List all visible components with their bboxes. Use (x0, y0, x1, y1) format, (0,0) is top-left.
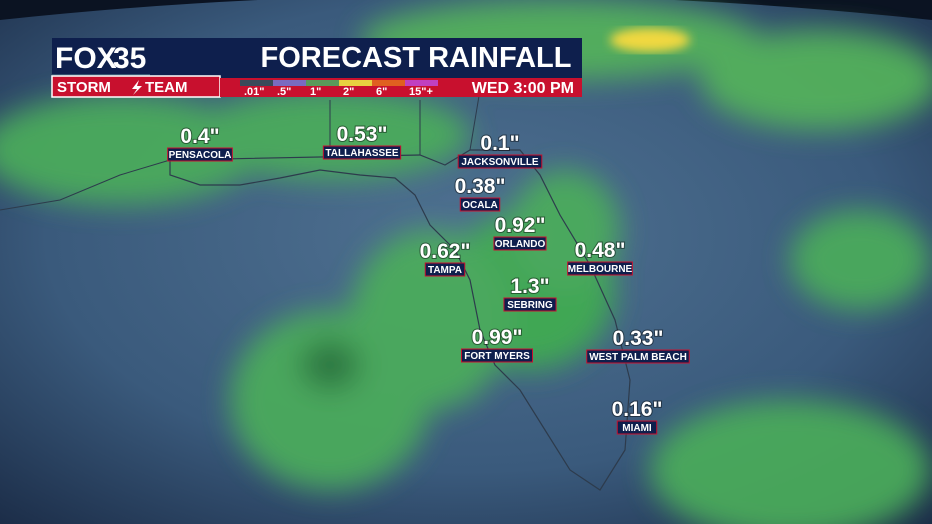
state-borders (0, 89, 481, 211)
city-box (503, 297, 557, 312)
storm-label: STORM (57, 79, 111, 96)
city-label: 0.1" JACKSONVILLE (457, 131, 543, 169)
legend-label: .01" (244, 86, 265, 98)
rain-amount: 0.1" (480, 132, 519, 155)
city-label: 0.33" WEST PALM BEACH (586, 326, 690, 364)
valid-time: WED 3:00 PM (472, 80, 574, 97)
city-box (457, 154, 543, 169)
legend-swatch (306, 80, 339, 86)
legend-label: 2" (343, 86, 354, 98)
logo-box (52, 38, 150, 74)
header: FORECAST RAINFALL FOX 35 STORM TEAM WED … (51, 38, 582, 98)
legend-label: .5" (277, 86, 291, 98)
rain-amount: 0.16" (612, 398, 663, 421)
team-label: TEAM (145, 79, 188, 96)
rain-amount: 0.99" (472, 326, 523, 349)
city-name: PENSACOLA (169, 150, 232, 161)
city-labels: 0.4" PENSACOLA 0.53" TALLAHASSEE 0.1" JACKSON… (167, 122, 690, 435)
space (0, 0, 932, 20)
rain-amount: 0.48" (575, 239, 626, 262)
legend-swatch (273, 80, 306, 86)
logo-number: 35 (113, 42, 146, 75)
city-name: MELBOURNE (568, 264, 633, 275)
title: FORECAST RAINFALL (261, 42, 572, 74)
legend-swatch (339, 80, 372, 86)
city-name: TAMPA (428, 265, 462, 276)
city-label: 0.38" OCALA (454, 174, 506, 212)
city-name: ORLANDO (495, 239, 546, 250)
city-label: 0.99" FORT MYERS (461, 325, 533, 363)
city-box (567, 261, 633, 276)
city-name: JACKSONVILLE (461, 157, 539, 168)
bolt-icon (132, 80, 142, 95)
rain-amount: 0.38" (455, 175, 506, 198)
legend-label: 1" (310, 86, 321, 98)
city-box (586, 349, 690, 364)
city-box (616, 420, 658, 435)
legend-label: 15"+ (409, 86, 433, 98)
city-label: 0.92" ORLANDO (493, 213, 547, 251)
legend-label: 6" (376, 86, 387, 98)
city-label: 0.53" TALLAHASSEE (322, 122, 402, 160)
city-label: 0.16" MIAMI (611, 397, 663, 435)
legend-swatch (405, 80, 438, 86)
city-label: 0.62" TAMPA (419, 239, 471, 277)
logo-fox: FOX (55, 42, 117, 75)
city-label: 0.4" PENSACOLA (167, 124, 233, 162)
city-box (461, 348, 533, 363)
city-name: TALLAHASSEE (325, 148, 398, 159)
city-name: SEBRING (507, 300, 553, 311)
city-box (167, 147, 233, 162)
city-name: WEST PALM BEACH (589, 352, 687, 363)
city-label: 0.48" MELBOURNE (567, 238, 633, 276)
city-label: 1.3" SEBRING (503, 274, 557, 312)
rain-amount: 1.3" (510, 275, 549, 298)
rain-amount: 0.4" (180, 125, 219, 148)
city-name: MIAMI (622, 423, 652, 434)
legend-swatch (372, 80, 405, 86)
city-name: OCALA (462, 200, 498, 211)
city-box (424, 262, 466, 277)
rain-amount: 0.53" (337, 123, 388, 146)
legend-swatch (240, 80, 273, 86)
rain-amount: 0.33" (613, 327, 664, 350)
title-panel (150, 38, 582, 78)
city-box (322, 145, 402, 160)
city-box (459, 197, 501, 212)
rain-amount: 0.92" (495, 214, 546, 237)
city-name: FORT MYERS (464, 351, 530, 362)
city-box (493, 236, 547, 251)
rain-amount: 0.62" (420, 240, 471, 263)
heavy-rain (610, 28, 690, 52)
